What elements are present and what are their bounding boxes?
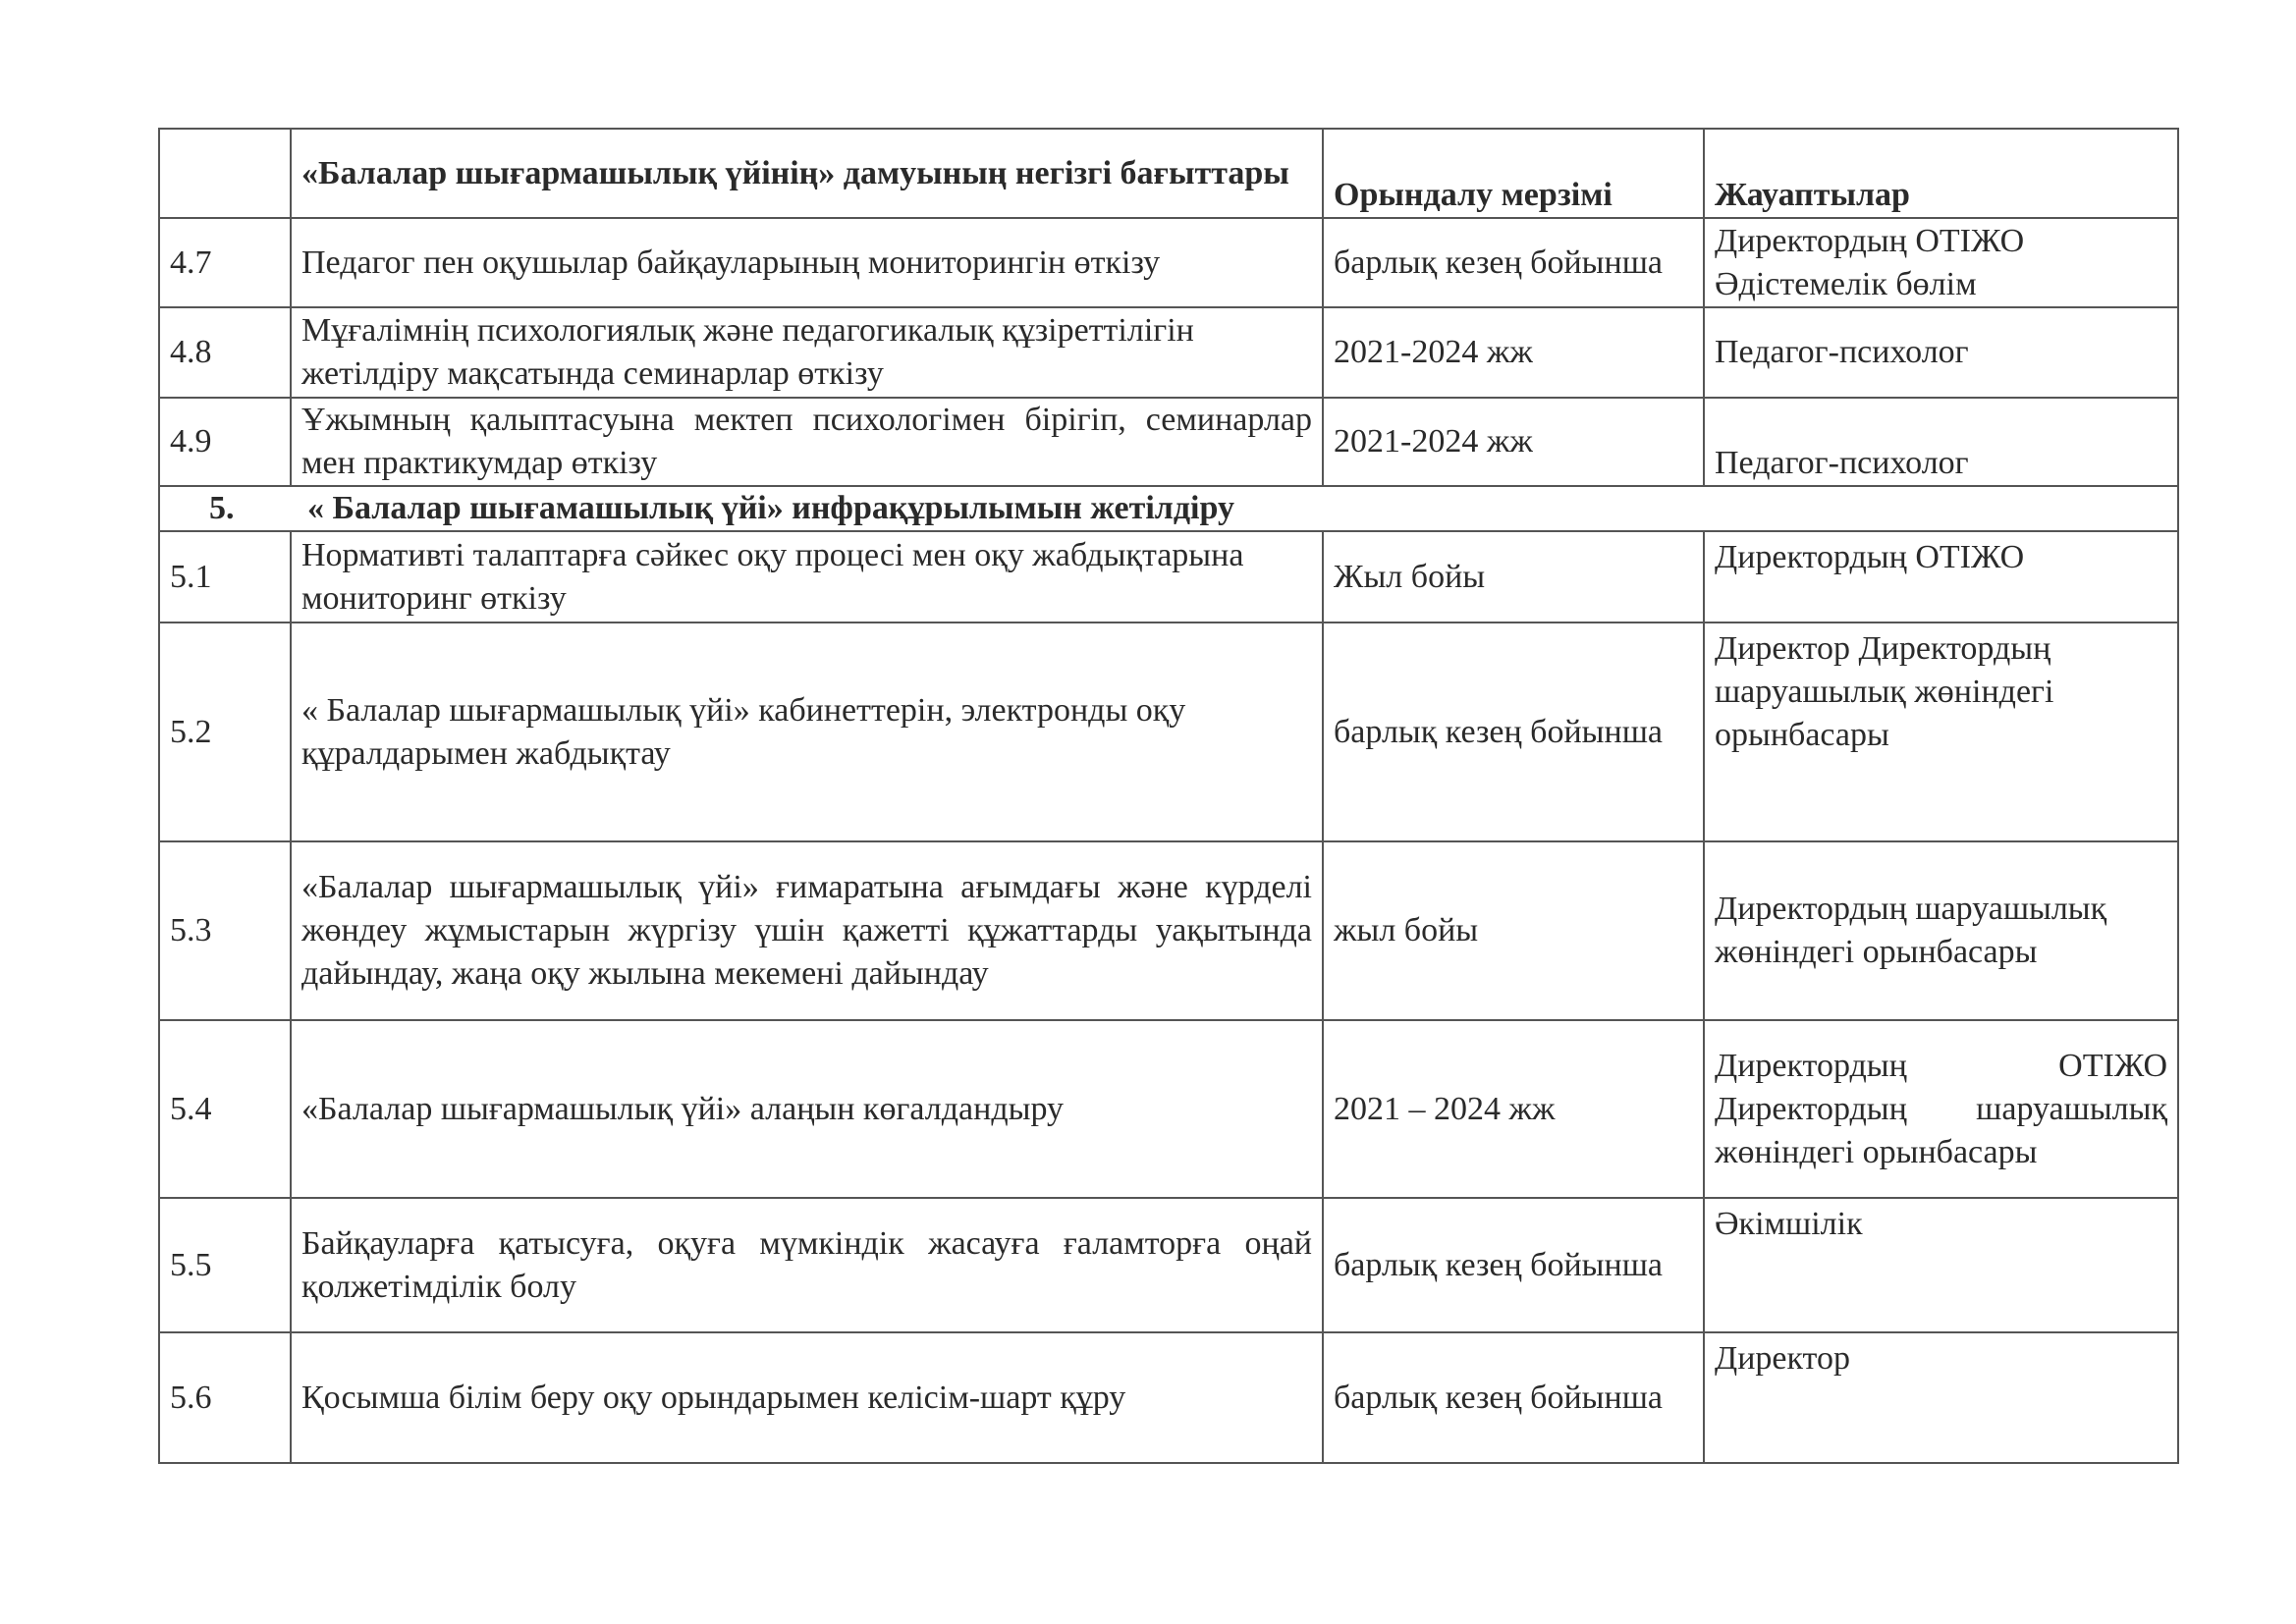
row-responsible: Директордың ОТІЖО [1703,530,2179,623]
table-row: 5.2 « Балалар шығармашылық үйі» кабинетт… [158,622,2179,842]
row-deadline: жыл бойы [1322,840,1705,1021]
table-header-row: «Балалар шығармашылық үйінің» дамуының н… [158,128,2179,219]
row-deadline: барлық кезең бойынша [1322,217,1705,308]
header-deadline: Орындалу мерзімі [1322,128,1705,219]
row-deadline: 2021 – 2024 жж [1322,1019,1705,1199]
section-heading: 5. « Балалар шығамашылық үйі» инфрақұрылы… [158,485,2179,532]
row-direction: Мұғалімнің психологиялық және педагогика… [290,306,1324,399]
row-responsible: Директордың ОТІЖО Директордың шаруашылық… [1703,1019,2179,1199]
table-row: 4.9 Ұжымның қалыптасуына мектеп психолог… [158,397,2179,487]
header-responsible: Жауаптылар [1703,128,2179,219]
row-direction: Ұжымның қалыптасуына мектеп психологімен… [290,397,1324,487]
row-num: 5.3 [158,840,292,1021]
row-responsible: Директордың шаруашылық жөніндегі орынбас… [1703,840,2179,1021]
table-row: 5.6 Қосымша білім беру оқу орындарымен к… [158,1331,2179,1464]
row-deadline: барлық кезең бойынша [1322,1197,1705,1333]
row-deadline: Жыл бойы [1322,530,1705,623]
header-num [158,128,292,219]
row-responsible: Педагог-психолог [1703,306,2179,399]
header-direction: «Балалар шығармашылық үйінің» дамуының н… [290,128,1324,219]
plan-table: «Балалар шығармашылық үйінің» дамуының н… [158,128,2179,1464]
table-row: 5.3 «Балалар шығармашылық үйі» ғимаратын… [158,840,2179,1021]
table-row: 4.8 Мұғалімнің психологиялық және педаго… [158,306,2179,399]
row-direction: Қосымша білім беру оқу орындарымен келіс… [290,1331,1324,1464]
section-title: « Балалар шығамашылық үйі» инфрақұрылымы… [307,490,1234,526]
section-row: 5. « Балалар шығамашылық үйі» инфрақұрылы… [158,485,2179,532]
row-num: 5.1 [158,530,292,623]
row-deadline: 2021-2024 жж [1322,306,1705,399]
row-direction: Педагог пен оқушылар байқауларының монит… [290,217,1324,308]
table-row: 4.7 Педагог пен оқушылар байқауларының м… [158,217,2179,308]
row-num: 4.7 [158,217,292,308]
row-direction: Байқауларға қатысуға, оқуға мүмкіндік жа… [290,1197,1324,1333]
row-num: 5.2 [158,622,292,842]
row-num: 5.4 [158,1019,292,1199]
row-responsible: Педагог-психолог [1703,397,2179,487]
row-responsible: Директор [1703,1331,2179,1464]
row-direction: « Балалар шығармашылық үйі» кабинеттерін… [290,622,1324,842]
row-direction: Нормативті талаптарға сәйкес оқу процесі… [290,530,1324,623]
row-deadline: 2021-2024 жж [1322,397,1705,487]
section-num: 5. [209,490,235,526]
row-responsible: Директор Директордың шаруашылық жөніндег… [1703,622,2179,842]
row-num: 4.8 [158,306,292,399]
row-num: 5.6 [158,1331,292,1464]
row-deadline: барлық кезең бойынша [1322,1331,1705,1464]
row-responsible: Директордың ОТІЖО Әдістемелік бөлім [1703,217,2179,308]
row-deadline: барлық кезең бойынша [1322,622,1705,842]
table-row: 5.5 Байқауларға қатысуға, оқуға мүмкінді… [158,1197,2179,1333]
row-direction: «Балалар шығармашылық үйі» ғимаратына ағ… [290,840,1324,1021]
row-num: 5.5 [158,1197,292,1333]
row-responsible: Әкімшілік [1703,1197,2179,1333]
table-row: 5.4 «Балалар шығармашылық үйі» алаңын кө… [158,1019,2179,1199]
table-row: 5.1 Нормативті талаптарға сәйкес оқу про… [158,530,2179,623]
row-num: 4.9 [158,397,292,487]
row-direction: «Балалар шығармашылық үйі» алаңын көгалд… [290,1019,1324,1199]
